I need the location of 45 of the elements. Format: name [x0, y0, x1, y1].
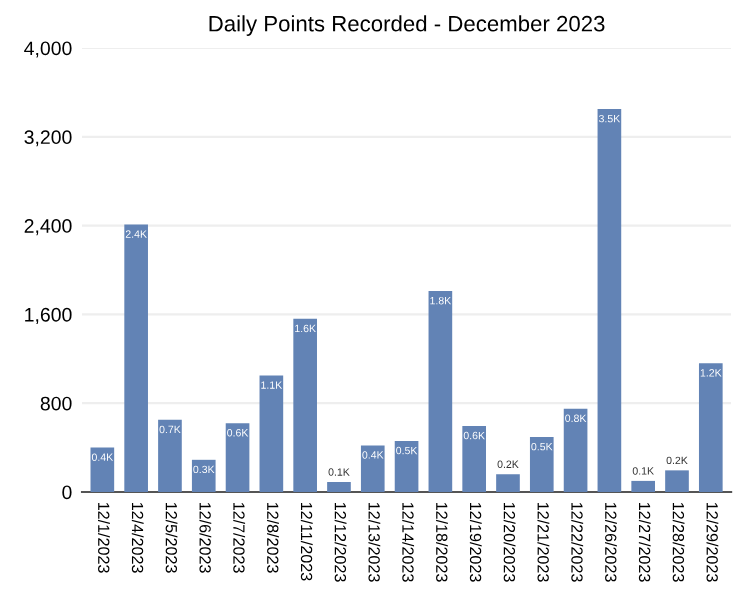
bar: [360, 445, 385, 492]
bar: [563, 408, 588, 492]
bar: [529, 437, 554, 492]
chart-title: Daily Points Recorded - December 2023: [209, 15, 605, 36]
bar: [394, 440, 419, 492]
x-tick-label: 12/6/2023: [199, 502, 212, 573]
y-tick-label: 0: [62, 485, 72, 500]
y-tick-label: 3,200: [24, 130, 72, 147]
bar: [225, 423, 250, 492]
bar: [191, 459, 216, 492]
x-tick-label: 12/1/2023: [98, 502, 110, 573]
bar: [665, 470, 689, 492]
bar: [462, 425, 487, 492]
y-tick-label: 800: [40, 396, 72, 411]
x-tick-label: 12/12/2023: [334, 502, 347, 582]
y-tick-label: 1,600: [25, 307, 72, 324]
x-tick-label: 12/5/2023: [165, 502, 178, 573]
bar: [124, 224, 148, 492]
x-tick-label: 12/4/2023: [131, 502, 144, 573]
bar: [158, 419, 182, 492]
x-tick-label: 12/20/2023: [503, 502, 516, 582]
x-tick-label: 12/22/2023: [571, 502, 584, 582]
bar: [496, 474, 520, 492]
bar: [259, 375, 284, 492]
bar: [631, 480, 656, 492]
x-tick-label: 12/29/2023: [706, 502, 719, 582]
bar: [428, 291, 453, 492]
x-tick-label: 12/7/2023: [233, 502, 246, 573]
bar: [327, 482, 351, 492]
x-tick-label: 12/18/2023: [436, 502, 448, 582]
x-tick-label: 12/19/2023: [469, 502, 482, 582]
x-tick-label: 12/13/2023: [368, 502, 381, 582]
bar: [698, 363, 723, 492]
x-tick-label: 12/8/2023: [267, 502, 279, 573]
x-tick-label: 12/27/2023: [638, 502, 651, 582]
bar: [90, 447, 115, 492]
bar: [293, 318, 317, 492]
bar: [597, 109, 622, 492]
x-tick-label: 12/11/2023: [300, 502, 313, 581]
x-tick-label: 12/14/2023: [402, 502, 415, 582]
y-tick-label: 4,000: [24, 41, 72, 58]
x-tick-label: 12/26/2023: [605, 502, 617, 582]
y-tick-label: 2,400: [24, 219, 72, 236]
x-tick-label: 12/21/2023: [537, 502, 550, 582]
x-tick-label: 12/28/2023: [672, 502, 685, 582]
